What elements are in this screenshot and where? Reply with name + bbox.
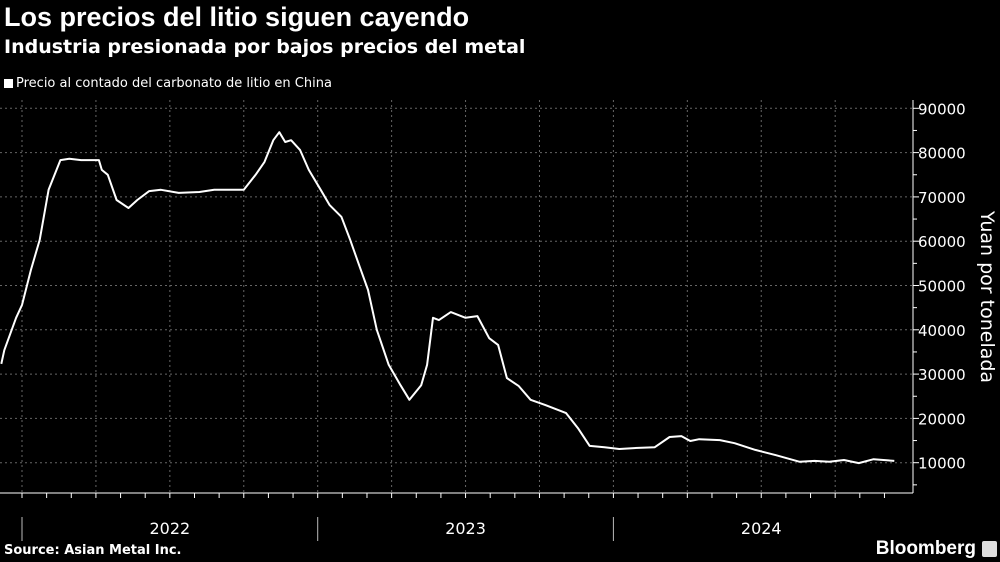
chart-title: Los precios del litio siguen cayendo (4, 2, 470, 32)
y-tick-label: 80000 (918, 145, 966, 163)
y-tick-label: 40000 (918, 322, 966, 340)
source-note: Source: Asian Metal Inc. (4, 543, 182, 558)
legend: Precio al contado del carbonato de litio… (4, 76, 332, 91)
y-tick-label: 30000 (918, 366, 966, 384)
y-tick-label: 90000 (918, 100, 966, 118)
y-tick-label: 10000 (918, 455, 966, 473)
chart-subtitle: Industria presionada por bajos precios d… (4, 36, 526, 58)
legend-label: Precio al contado del carbonato de litio… (16, 76, 332, 91)
y-tick-label: 50000 (918, 278, 966, 296)
x-tick-label: 2024 (741, 519, 782, 538)
y-tick-label: 70000 (918, 189, 966, 207)
chart-icon (982, 541, 997, 557)
legend-swatch (4, 79, 13, 88)
price-line (0, 131, 895, 465)
bloomberg-logo: Bloomberg (875, 538, 976, 559)
y-tick-label: 60000 (918, 233, 966, 251)
y-tick-label: 20000 (918, 410, 966, 428)
x-tick-label: 2023 (445, 519, 486, 538)
x-tick-label: 2022 (149, 519, 190, 538)
